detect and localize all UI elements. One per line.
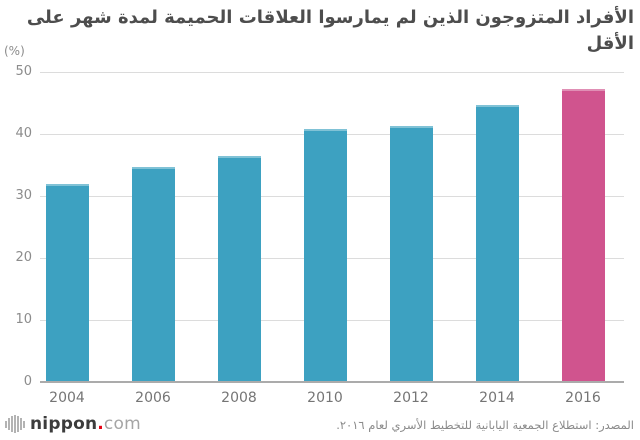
x-tick-label-2016: 2016 [565,390,601,406]
x-tick-label-2008: 2008 [221,390,257,406]
logo-dot: . [97,414,104,434]
bar-top-highlight [217,155,261,158]
bar-top-highlight [475,105,519,108]
bar-top-highlight [303,129,347,132]
x-tick-label-2010: 2010 [307,390,343,406]
bar-2006 [131,167,175,382]
plot-area [40,71,624,383]
x-tick-label-2012: 2012 [393,390,429,406]
x-axis-baseline [40,381,624,383]
bar-2014 [475,105,519,382]
y-tick-label-20: 20 [15,250,32,265]
nippon-logo-text: nippon.com [30,414,141,434]
bar-top-highlight [389,125,433,128]
y-tick-label-50: 50 [15,64,32,79]
y-tick-label-30: 30 [15,188,32,203]
source-note: المصدر: استطلاع الجمعية اليابانية للتخطي… [336,418,634,432]
x-tick-label-2004: 2004 [49,390,85,406]
bar-2004 [45,184,89,382]
x-tick-label-2006: 2006 [135,390,171,406]
y-axis-unit-label: (%) [4,44,25,58]
y-tick-label-40: 40 [15,126,32,141]
gridline-50 [40,71,624,73]
nippon-logo: nippon.com [5,412,141,436]
x-tick-label-2014: 2014 [479,390,515,406]
bar-2010 [303,129,347,382]
bar-top-highlight [131,167,175,170]
bar-2016 [561,89,605,382]
logo-tld: com [103,414,141,434]
logo-name: nippon [30,414,98,434]
bar-top-highlight [561,89,605,92]
bar-2008 [217,155,261,382]
nippon-stripes-icon [5,415,25,433]
bar-top-highlight [45,184,89,187]
y-tick-label-10: 10 [15,312,32,327]
bar-2012 [389,125,433,382]
chart-title: الأفراد المتزوجون الذين لم يمارسوا العلا… [26,7,634,54]
y-tick-label-0: 0 [23,374,32,389]
